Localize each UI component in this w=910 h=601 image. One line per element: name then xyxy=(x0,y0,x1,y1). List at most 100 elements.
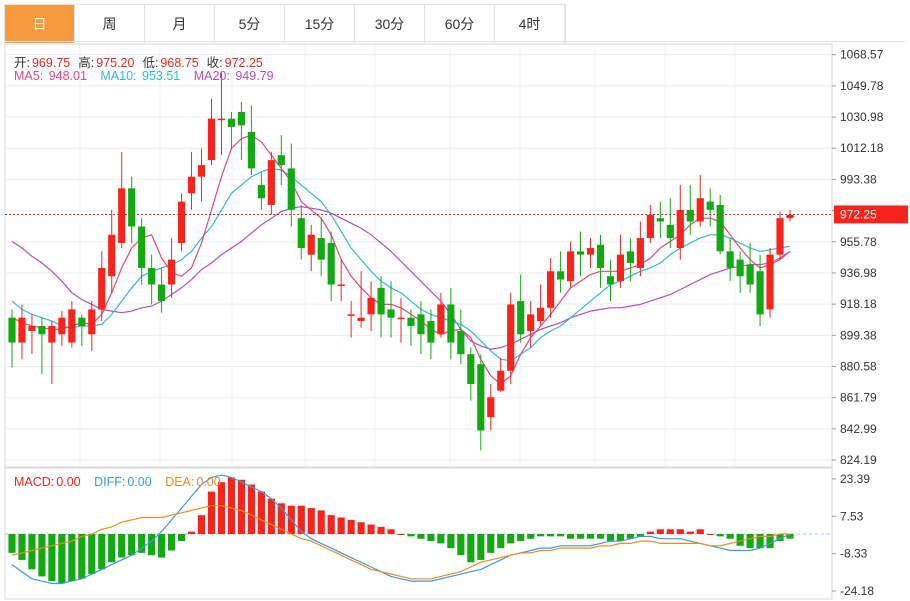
tabs-divider xyxy=(4,41,905,42)
ma5-label: MA5: xyxy=(14,69,44,83)
candle-body xyxy=(247,131,255,169)
low-label: 低: xyxy=(142,56,159,70)
candle-body xyxy=(187,176,196,194)
macd-bar xyxy=(307,508,315,534)
close-value: 972.25 xyxy=(224,56,263,70)
tab-4hour[interactable]: 4时 xyxy=(495,5,565,43)
candle-body xyxy=(497,370,505,391)
macd-bar xyxy=(327,515,335,534)
macd-bar xyxy=(297,505,305,534)
macd-bar xyxy=(576,534,585,539)
price-tick-label: 936.98 xyxy=(840,266,877,280)
candle-body xyxy=(148,267,156,285)
candle-body xyxy=(576,251,585,255)
dea-value: 0.00 xyxy=(196,475,221,489)
candle-body xyxy=(267,160,275,205)
low-value: 968.75 xyxy=(160,56,199,70)
candle-body xyxy=(18,317,26,343)
macd-bar xyxy=(277,503,285,534)
candle-body xyxy=(636,238,644,268)
candle-body xyxy=(58,317,66,335)
candle-body xyxy=(237,112,246,126)
macd-bar xyxy=(547,534,555,537)
ma10-value: 953.51 xyxy=(142,69,181,83)
tab-15min[interactable]: 15分 xyxy=(285,5,355,43)
price-tick-label: 1068.57 xyxy=(840,48,884,62)
macd-bar xyxy=(88,534,96,575)
macd-bar xyxy=(377,526,385,534)
macd-tick-label: 23.39 xyxy=(840,472,870,486)
candle-body xyxy=(287,168,295,210)
macd-bar xyxy=(566,534,575,539)
tab-30min[interactable]: 30分 xyxy=(355,5,425,43)
ma20-line xyxy=(11,205,791,350)
macd-bar xyxy=(108,534,116,563)
diff-line xyxy=(11,474,791,585)
price-tick-label: 1049.78 xyxy=(840,79,884,93)
diff-value: 0.00 xyxy=(127,475,152,489)
candle-body xyxy=(616,254,625,282)
close-label: 收: xyxy=(206,56,223,70)
ma20-label: MA20: xyxy=(193,69,230,83)
candle-body xyxy=(556,271,565,280)
price-tick-label: 1012.18 xyxy=(840,141,884,155)
macd-bar xyxy=(497,534,505,549)
macd-bar xyxy=(586,534,595,539)
tab-5min[interactable]: 5分 xyxy=(215,5,285,43)
high-label: 高: xyxy=(78,56,95,70)
candle-body xyxy=(327,243,335,285)
macd-bar xyxy=(686,531,694,534)
macd-bar xyxy=(596,534,605,539)
candle-body xyxy=(317,238,325,260)
macd-bar xyxy=(197,515,206,534)
macd-bar xyxy=(38,534,46,577)
macd-bar xyxy=(357,522,365,534)
macd-bar xyxy=(706,534,714,535)
candle-body xyxy=(88,309,96,335)
tab-week[interactable]: 周 xyxy=(75,5,145,43)
macd-bar xyxy=(746,534,754,549)
candle-body xyxy=(167,259,176,285)
macd-bar xyxy=(786,534,794,539)
candle-body xyxy=(547,271,555,308)
macd-bar xyxy=(158,534,166,558)
tab-60min[interactable]: 60分 xyxy=(425,5,495,43)
candle-body xyxy=(527,314,535,331)
candle-body xyxy=(197,165,206,177)
macd-bar xyxy=(397,534,405,535)
macd-tick-label: 7.53 xyxy=(840,509,864,523)
macd-bar xyxy=(227,477,236,534)
macd-bar xyxy=(177,534,186,542)
macd-bar xyxy=(756,534,764,549)
candle-body xyxy=(98,267,106,310)
high-value: 975.20 xyxy=(96,56,135,70)
candle-body xyxy=(377,287,385,315)
macd-bar xyxy=(537,534,545,537)
candle-body xyxy=(467,354,475,385)
candle-body xyxy=(437,304,445,335)
tab-day[interactable]: 日 xyxy=(5,5,75,43)
dea-label: DEA: xyxy=(165,475,195,489)
macd-bar xyxy=(636,534,644,537)
candle-body xyxy=(28,326,36,331)
candle-body xyxy=(696,198,704,222)
macd-bar xyxy=(676,529,684,534)
candle-body xyxy=(217,118,226,121)
price-tick-label: 1030.98 xyxy=(840,110,884,124)
price-panel-frame xyxy=(4,43,833,468)
price-tick-label: 842.99 xyxy=(840,422,877,436)
candle-body xyxy=(477,364,485,431)
candle-body xyxy=(357,317,365,322)
macd-bar xyxy=(58,534,66,584)
candle-body xyxy=(48,326,56,343)
candle-body xyxy=(367,297,375,315)
candle-body xyxy=(537,307,545,322)
candle-body xyxy=(457,330,465,355)
ohlc-legend: 开: 969.75 高: 975.20 低: 968.75 收: 972.25 xyxy=(14,52,265,71)
candle-body xyxy=(277,155,285,166)
candle-body xyxy=(686,209,694,222)
tab-month[interactable]: 月 xyxy=(145,5,215,43)
macd-bar xyxy=(337,517,345,534)
current-price-label: 972.25 xyxy=(840,207,877,221)
price-tick-label: 899.38 xyxy=(840,328,877,342)
